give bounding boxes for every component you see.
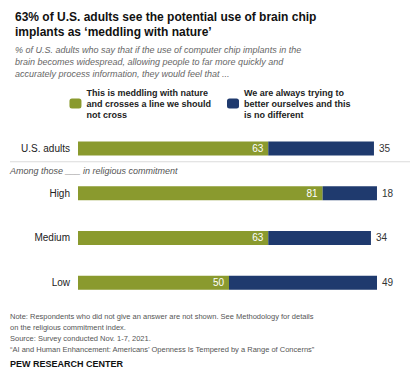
svg-text:% of U.S. adults who say that: % of U.S. adults who say that if the use… (15, 45, 301, 55)
svg-text:and crosses a line we should: and crosses a line we should (86, 99, 211, 109)
svg-text:is no different: is no different (244, 110, 304, 120)
svg-text:50: 50 (213, 277, 225, 288)
svg-text:High: High (49, 188, 70, 199)
svg-text:Note: Respondents who did not: Note: Respondents who did not give an an… (10, 312, 314, 321)
svg-text:35: 35 (379, 143, 391, 154)
svg-text:brain becomes widespread, allo: brain becomes widespread, allowing peopl… (15, 57, 284, 67)
svg-text:not cross: not cross (86, 110, 127, 120)
svg-text:PEW RESEARCH CENTER: PEW RESEARCH CENTER (10, 359, 124, 369)
svg-text:34: 34 (376, 232, 388, 243)
svg-text:Source: Survey conducted Nov.: Source: Survey conducted Nov. 1-7, 2021. (10, 334, 151, 343)
svg-text:accurately process information: accurately process information, they wou… (15, 69, 230, 79)
svg-text:implants as ‘meddling with nat: implants as ‘meddling with nature’ (15, 25, 212, 39)
svg-text:This is meddling with nature: This is meddling with nature (86, 88, 208, 98)
svg-text:81: 81 (306, 188, 318, 199)
svg-text:We are always trying to: We are always trying to (244, 88, 344, 98)
svg-text:on the religious commitment in: on the religious commitment index. (10, 323, 126, 332)
svg-text:63: 63 (252, 232, 264, 243)
svg-text:“AI and Human Enhancement: Ame: “AI and Human Enhancement: Americans’ Op… (10, 345, 315, 354)
svg-text:U.S. adults: U.S. adults (21, 143, 70, 154)
svg-text:better ourselves and this: better ourselves and this (244, 99, 351, 109)
svg-text:Low: Low (52, 277, 71, 288)
svg-text:Medium: Medium (34, 232, 70, 243)
svg-text:63: 63 (252, 143, 264, 154)
svg-text:63% of U.S. adults see the pot: 63% of U.S. adults see the potential use… (15, 10, 316, 24)
svg-text:Among those ___ in religious c: Among those ___ in religious commitment (9, 166, 178, 176)
svg-text:49: 49 (382, 277, 394, 288)
svg-text:18: 18 (382, 188, 394, 199)
